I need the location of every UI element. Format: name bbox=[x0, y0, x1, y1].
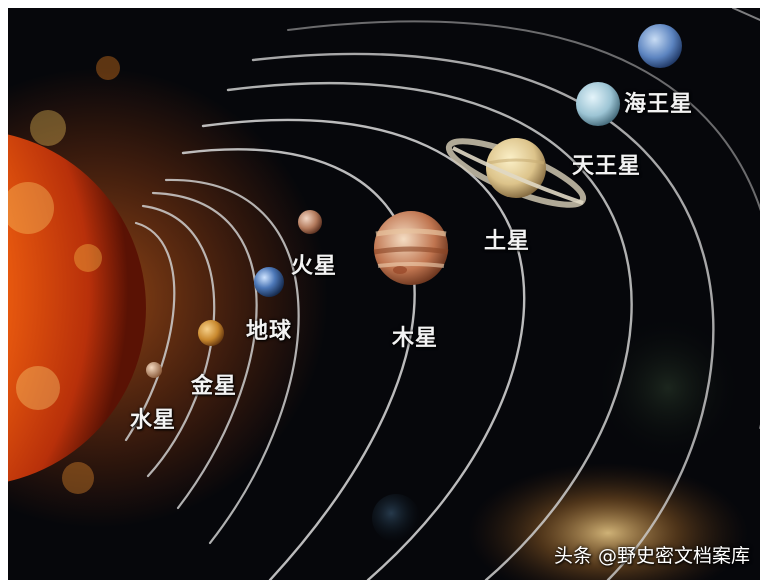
orbits bbox=[124, 8, 760, 580]
earth-label: 地球 bbox=[246, 318, 293, 344]
mars-label: 火星 bbox=[291, 253, 338, 279]
jupiter-planet bbox=[373, 211, 449, 285]
faint-planet bbox=[372, 494, 420, 542]
faint-planet bbox=[598, 318, 738, 458]
solar-system-image: 水星 金星 地球 火星 木星 土星 天王星 海王星 头条 @野史密文档案库 bbox=[8, 8, 760, 580]
uranus-planet bbox=[576, 82, 620, 126]
venus-label: 金星 bbox=[191, 373, 238, 399]
sun-surface-texture bbox=[8, 56, 120, 494]
saturn-label: 土星 bbox=[484, 228, 531, 254]
neptune-label: 海王星 bbox=[624, 91, 694, 117]
solar-system-scene bbox=[8, 8, 760, 580]
nebula-glow bbox=[468, 463, 748, 580]
mars-planet bbox=[298, 210, 322, 234]
neptune-planet bbox=[638, 24, 682, 68]
mercury-label: 水星 bbox=[130, 407, 177, 433]
saturn-planet bbox=[445, 138, 587, 208]
mercury-planet bbox=[146, 362, 162, 378]
watermark: 头条 @野史密文档案库 bbox=[553, 545, 750, 567]
uranus-label: 天王星 bbox=[572, 153, 642, 179]
jupiter-label: 木星 bbox=[392, 325, 439, 351]
earth-planet bbox=[254, 267, 284, 297]
sun bbox=[8, 134, 146, 482]
venus-planet bbox=[198, 320, 224, 346]
